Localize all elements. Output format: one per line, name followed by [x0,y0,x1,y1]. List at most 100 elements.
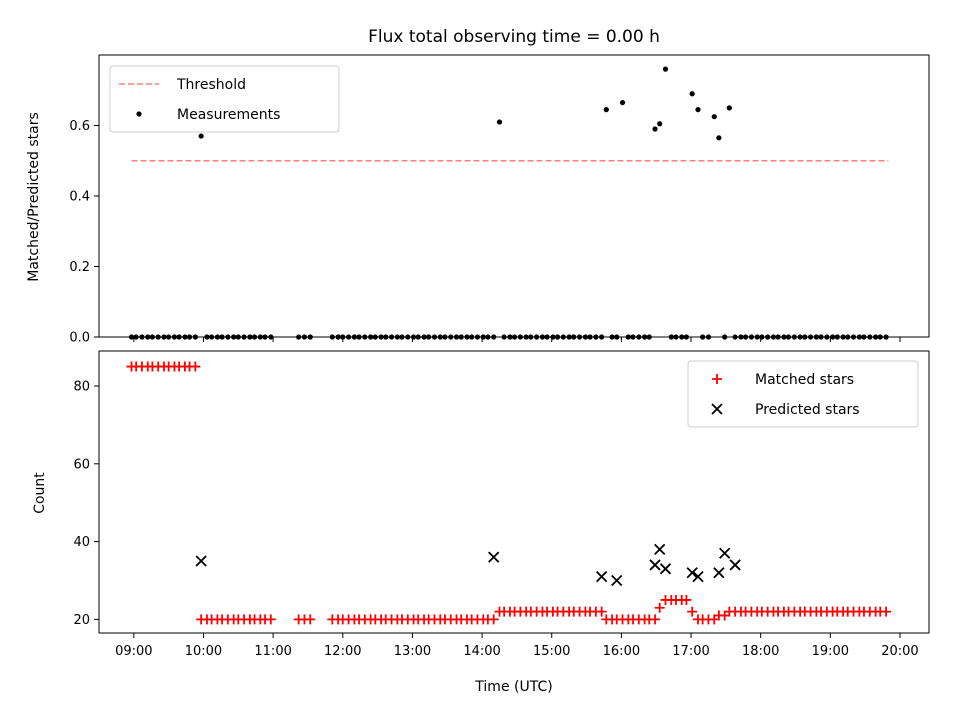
data-point [614,334,620,340]
legend-swatch [711,403,723,415]
data-point [554,334,561,340]
data-point [775,334,781,340]
data-point [765,334,771,340]
data-point [485,334,491,340]
data-point [437,334,443,340]
series-matched-stars [126,361,892,625]
data-point [257,334,263,340]
data-point [139,334,145,340]
data-point [686,567,698,579]
data-point [345,334,352,340]
data-point [166,334,172,340]
data-point [480,334,486,340]
data-point [726,105,732,111]
data-point [619,99,626,106]
data-point [719,547,731,559]
data-point [362,334,368,340]
data-point [265,614,276,625]
data-point [523,334,529,340]
data-point [681,594,692,605]
data-point [689,91,695,97]
data-point [550,334,556,340]
x-tick-label: 12:00 [324,644,361,659]
data-point [329,334,335,340]
data-point [383,334,389,340]
data-point [410,334,417,340]
data-point [630,334,636,340]
data-point [186,334,193,340]
data-point [190,361,201,372]
data-point [596,570,608,583]
y-tick-label: 80 [73,380,90,395]
data-point [611,574,623,587]
data-point [155,334,161,340]
x-tick-label: 15:00 [533,644,570,659]
data-point [818,334,824,340]
data-point [296,334,302,340]
y-tick-label: 60 [73,457,90,472]
data-point [807,334,814,340]
data-point [883,334,889,340]
data-point [415,334,421,340]
data-point [340,334,346,340]
data-point [683,334,689,340]
data-point [824,334,830,340]
data-point [421,334,427,340]
data-point [209,334,215,340]
chart-title: Flux total observing time = 0.00 h [368,27,660,47]
x-tick-label: 14:00 [463,644,500,659]
x-tick-label: 19:00 [812,644,849,659]
data-point [722,334,728,340]
data-point [182,334,188,340]
data-point [856,334,862,340]
data-point [596,606,607,617]
legend: Threshold Measurements [109,65,340,133]
data-point [225,334,231,340]
data-point [378,334,384,340]
data-point [128,334,135,340]
data-point [356,334,362,340]
plot-frame [98,350,930,634]
data-point [528,334,534,340]
data-point [861,334,867,340]
data-point [700,334,706,340]
data-point [307,334,313,340]
data-point [469,334,475,340]
data-point [877,334,883,340]
data-point [231,334,237,340]
data-point [247,334,253,340]
legend-label: Threshold [176,77,246,93]
data-point [840,334,846,340]
x-tick-label: 09:00 [115,644,152,659]
data-point [192,334,198,340]
data-point [652,126,658,132]
data-point [394,334,400,340]
data-point [204,334,210,340]
x-axis-label: Time (UTC) [474,679,552,695]
data-point [705,334,712,340]
data-point [301,334,308,340]
data-point [582,334,588,340]
data-point [830,334,836,340]
data-point [372,334,378,340]
data-point [673,334,679,340]
y-tick-label: 0.2 [69,260,90,275]
y-tick-label: 40 [73,535,90,550]
data-point [262,334,268,340]
data-point [426,334,432,340]
data-point [195,555,207,567]
data-point [711,114,717,120]
data-point [235,334,241,340]
data-point [845,334,851,340]
data-point [785,334,792,340]
legend: Matched stars Predicted stars [687,360,919,428]
data-point [770,334,777,340]
data-point [646,334,652,340]
data-point [560,334,566,340]
data-point [813,334,819,340]
y-tick-label: 0.0 [69,331,90,346]
data-point [867,334,873,340]
data-point [716,135,722,141]
data-point [458,334,464,340]
top-y-axis-label: Matched/Predicted stars [26,112,42,282]
